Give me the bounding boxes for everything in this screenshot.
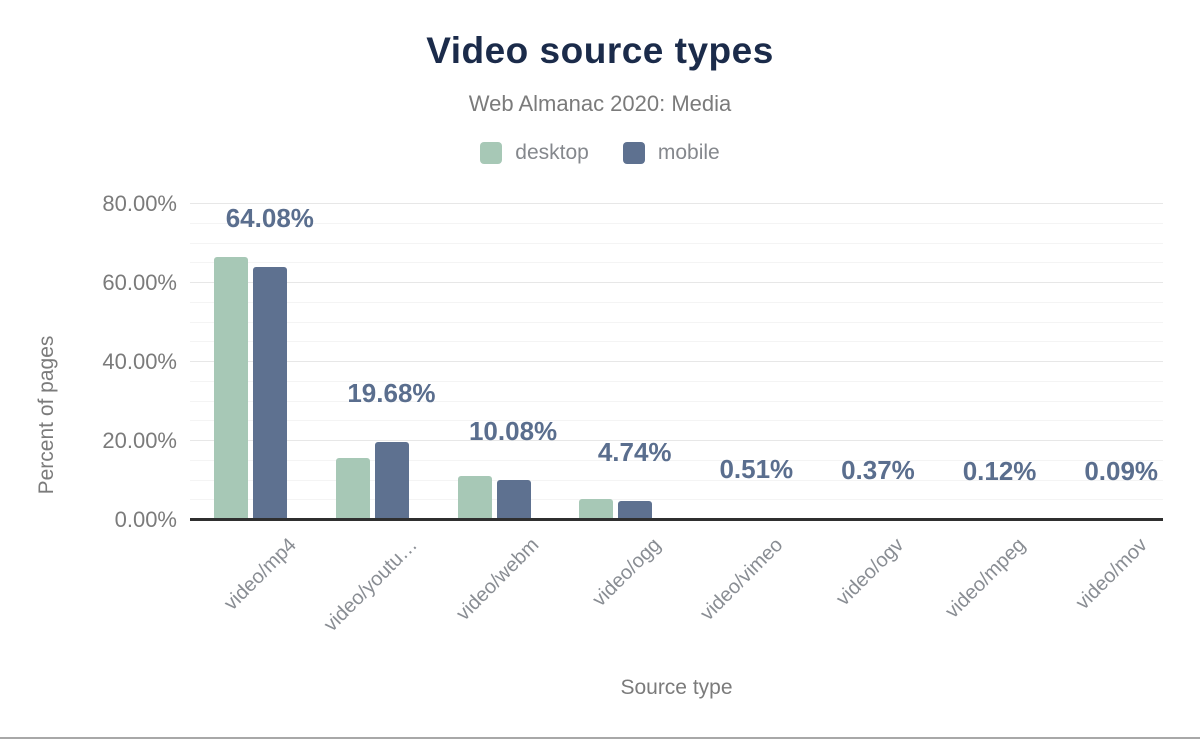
bar-mobile-video-ogg[interactable] — [618, 501, 653, 520]
legend-item-mobile[interactable]: mobile — [622, 141, 720, 165]
bar-group-video-mov: 0.09% video/mov — [1041, 190, 1163, 614]
gridline — [190, 420, 1163, 422]
x-axis-line — [190, 518, 1163, 521]
gridline — [190, 400, 1163, 402]
bar-group-video-webm: 10.08% video/webm — [433, 190, 558, 625]
bar-desktop-video-youtu[interactable] — [335, 458, 370, 520]
bar-desktop-video-webm[interactable] — [457, 476, 492, 520]
gridline — [190, 222, 1163, 224]
bar-groups: 64.08% video/mp4 19.68% video/youtu… 10.08% v… — [190, 190, 1163, 636]
gridline — [190, 242, 1163, 244]
x-axis-category-label: video/mpeg — [941, 534, 1031, 623]
y-axis-ticks: 0.00% 20.00% 40.00% 60.00% 80.00% — [0, 190, 177, 532]
gridline — [190, 459, 1163, 461]
x-axis-category-label: video/ogv — [832, 534, 909, 611]
bar-group-video-mpeg: 0.12% video/mpeg — [920, 190, 1042, 623]
x-axis-title: Source type — [620, 676, 733, 699]
y-tick-label: 0.00% — [114, 507, 177, 532]
x-axis-category-label: video/webm — [452, 534, 544, 626]
bar-group-video-youtu: 19.68% video/youtu… — [312, 190, 436, 636]
bar-mobile-video-youtu[interactable] — [374, 442, 409, 520]
y-tick-label: 60.00% — [102, 270, 177, 295]
bar-value-label: 4.74% — [597, 437, 672, 468]
chart-subtitle: Web Almanac 2020: Media — [468, 91, 732, 116]
bar-group-video-ogg: 4.74% video/ogg — [555, 190, 677, 611]
bar-value-label: 64.08% — [225, 202, 314, 233]
gridline — [190, 282, 1163, 283]
bar-value-label: 0.51% — [719, 454, 794, 484]
y-tick-label: 80.00% — [102, 191, 177, 216]
bar-value-label: 0.37% — [841, 454, 915, 485]
y-tick-label: 40.00% — [102, 349, 177, 374]
bar-value-label: 19.68% — [347, 378, 436, 409]
x-axis-category-label: video/ogg — [588, 534, 666, 611]
x-axis-category-label: video/mov — [1071, 534, 1152, 615]
gridline — [190, 341, 1163, 343]
gridline — [190, 440, 1163, 441]
gridline — [190, 321, 1163, 323]
bar-value-label: 0.09% — [1084, 455, 1159, 486]
legend-swatch-mobile — [622, 142, 645, 164]
gridline — [190, 301, 1163, 303]
bottom-divider — [0, 737, 1200, 739]
legend-item-desktop[interactable]: desktop — [480, 141, 589, 165]
plot-area: 64.08% video/mp4 19.68% video/youtu… 10.08% v… — [190, 190, 1163, 636]
gridline — [190, 203, 1163, 204]
legend-swatch-desktop — [480, 142, 503, 164]
bar-value-label: 10.08% — [468, 416, 558, 447]
gridline — [190, 380, 1163, 382]
bar-group-video-vimeo: 0.51% video/vimeo — [677, 190, 799, 625]
gridline — [190, 262, 1163, 264]
chart-title: Video source types — [426, 30, 774, 71]
legend-label: mobile — [657, 141, 720, 164]
gridline — [190, 479, 1163, 481]
bar-mobile-video-webm[interactable] — [496, 480, 531, 520]
bar-value-label: 0.12% — [962, 455, 1037, 486]
gridline — [190, 361, 1163, 362]
bar-mobile-video-mp4[interactable] — [253, 266, 288, 520]
bar-group-video-mp4: 64.08% video/mp4 — [190, 190, 314, 615]
bar-desktop-video-ogg[interactable] — [579, 499, 614, 520]
bar-group-video-ogv: 0.37% video/ogv — [798, 190, 920, 610]
y-tick-label: 20.00% — [102, 428, 177, 453]
x-axis-category-label: video/vimeo — [695, 534, 787, 626]
legend-label: desktop — [515, 141, 589, 164]
x-axis-category-label: video/youtu… — [319, 534, 422, 637]
legend: desktop mobile — [0, 141, 1200, 165]
gridline — [190, 499, 1163, 501]
x-axis-category-label: video/mp4 — [219, 534, 301, 615]
bar-desktop-video-mp4[interactable] — [214, 257, 249, 520]
